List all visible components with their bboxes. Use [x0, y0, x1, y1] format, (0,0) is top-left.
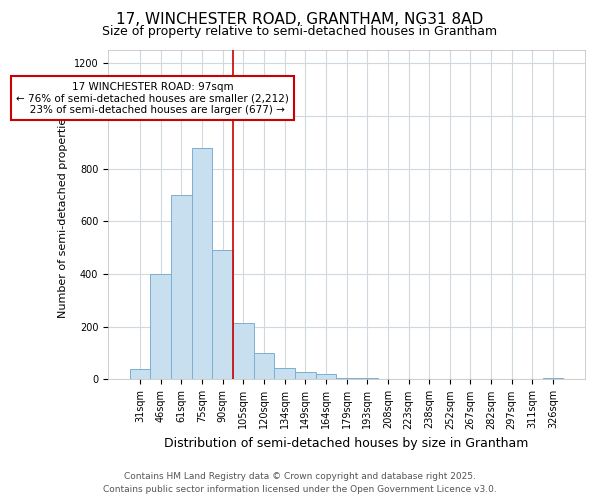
Bar — [274, 368, 295, 380]
Bar — [192, 148, 212, 380]
Bar — [171, 195, 192, 380]
Bar — [151, 274, 171, 380]
Bar — [254, 353, 274, 380]
Text: Size of property relative to semi-detached houses in Grantham: Size of property relative to semi-detach… — [103, 25, 497, 38]
Text: 17 WINCHESTER ROAD: 97sqm
← 76% of semi-detached houses are smaller (2,212)
   2: 17 WINCHESTER ROAD: 97sqm ← 76% of semi-… — [16, 82, 289, 115]
Text: 17, WINCHESTER ROAD, GRANTHAM, NG31 8AD: 17, WINCHESTER ROAD, GRANTHAM, NG31 8AD — [116, 12, 484, 28]
Bar — [357, 378, 377, 380]
Title: 17, WINCHESTER ROAD, GRANTHAM, NG31 8AD
Size of property relative to semi-detach: 17, WINCHESTER ROAD, GRANTHAM, NG31 8AD … — [0, 499, 1, 500]
Text: Contains HM Land Registry data © Crown copyright and database right 2025.
Contai: Contains HM Land Registry data © Crown c… — [103, 472, 497, 494]
Bar — [336, 378, 357, 380]
Bar — [377, 378, 398, 380]
Bar — [316, 374, 336, 380]
Bar — [542, 378, 563, 380]
Bar — [398, 379, 419, 380]
X-axis label: Distribution of semi-detached houses by size in Grantham: Distribution of semi-detached houses by … — [164, 437, 529, 450]
Bar — [295, 372, 316, 380]
Bar — [130, 369, 151, 380]
Bar — [212, 250, 233, 380]
Y-axis label: Number of semi-detached properties: Number of semi-detached properties — [58, 112, 68, 318]
Bar — [233, 323, 254, 380]
